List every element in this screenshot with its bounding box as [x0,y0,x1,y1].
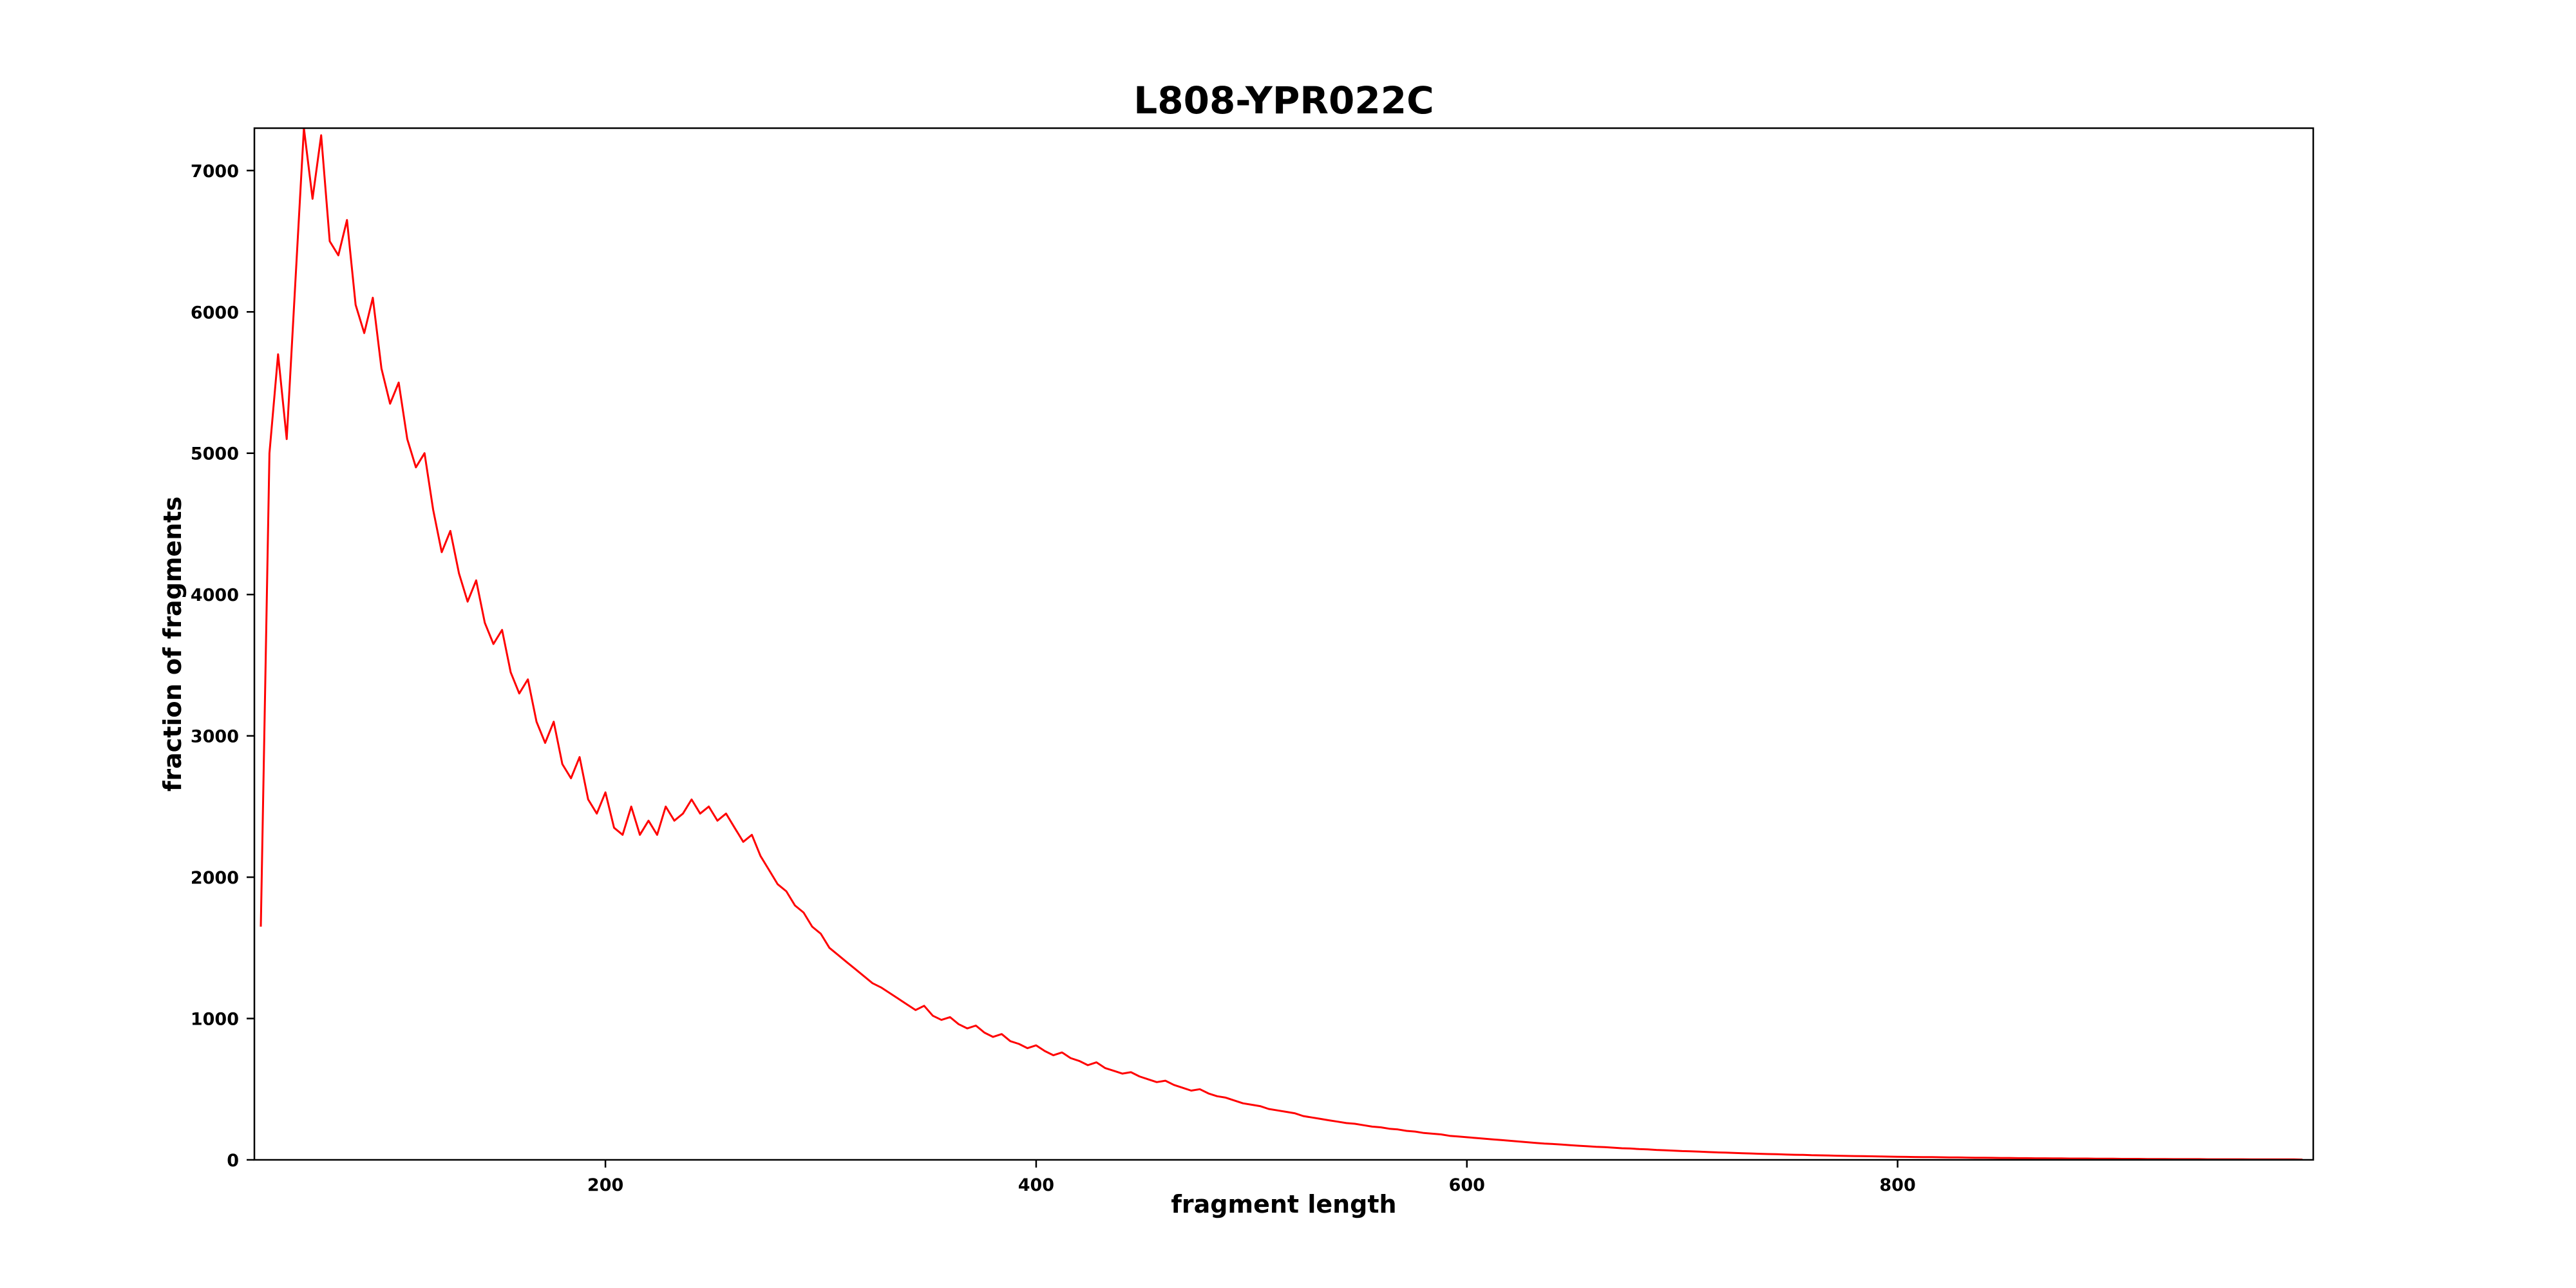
y-tick-label: 1000 [191,1010,239,1030]
y-tick-label: 6000 [191,303,239,323]
y-tick-label: 4000 [191,585,239,605]
y-tick-label: 0 [227,1151,239,1171]
y-tick-label: 7000 [191,162,239,182]
y-tick-label: 2000 [191,868,239,888]
plot-border [253,127,2315,1161]
y-tick-label: 5000 [191,444,239,464]
x-tick-label: 800 [1879,1175,1915,1195]
x-axis-label: fragment length [1171,1190,1397,1218]
y-tick-label: 3000 [191,727,239,747]
x-tick-label: 200 [587,1175,623,1195]
x-tick-label: 600 [1449,1175,1485,1195]
x-tick-label: 400 [1018,1175,1054,1195]
data-line [260,128,2303,1160]
chart-title: L808-YPR022C [1133,79,1434,122]
